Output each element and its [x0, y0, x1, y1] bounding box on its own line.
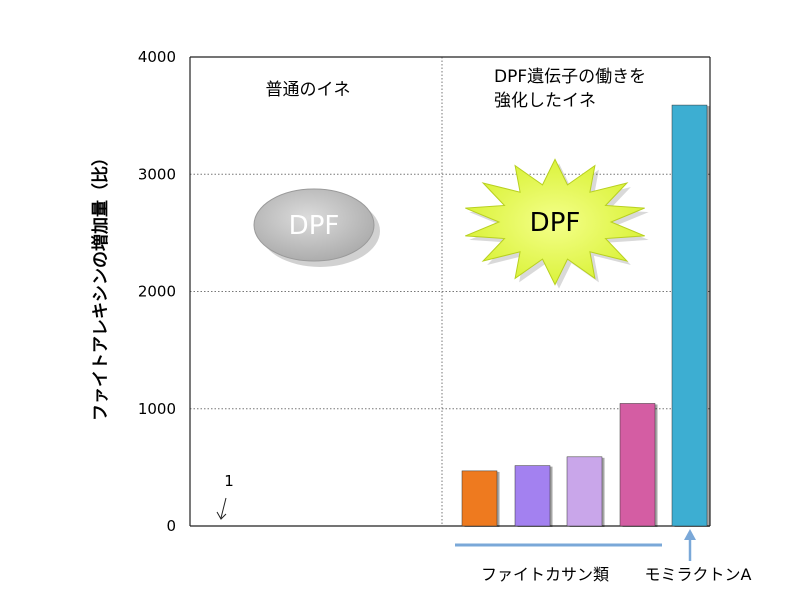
panel-label-enhanced-1: 強化したイネ [494, 91, 596, 111]
y-axis-label: ファイトアレキシンの増加量（比） [90, 149, 111, 421]
badge-enhanced-text: DPF [530, 208, 581, 238]
bar-1 [514, 465, 551, 527]
annotation-layer: 1 ファイトカサン類 モミラクトンA [216, 472, 752, 584]
axis-layer: ファイトアレキシンの増加量（比） 0 1000 2000 3000 4000 [90, 48, 711, 535]
annotation-label: 1 [224, 472, 234, 490]
bar-4 [671, 104, 708, 527]
y-tick-label-3000: 3000 [138, 165, 176, 183]
y-tick-label-0: 0 [166, 517, 176, 535]
panel-label-enhanced-0: DPF遺伝子の働きを [494, 67, 646, 87]
bar-0 [461, 470, 498, 527]
badge-enhanced-burst [465, 158, 645, 286]
y-tick-label-1000: 1000 [138, 400, 176, 418]
bar-layer [461, 104, 710, 527]
group-arrow-head [684, 529, 696, 540]
badge-normal-text: DPF [289, 211, 340, 241]
badge-normal-ellipse [253, 188, 375, 262]
annotation-arrow [220, 497, 227, 519]
y-tick-label-2000: 2000 [138, 283, 176, 301]
y-tick-label-4000: 4000 [138, 48, 176, 66]
annotation-arrow-head [216, 511, 227, 520]
group-label-1: モミラクトンA [645, 565, 752, 584]
bar-3 [619, 403, 656, 527]
bar-2 [566, 456, 603, 527]
panel-label-normal-0: 普通のイネ [266, 80, 351, 100]
group-label-0: ファイトカサン類 [481, 565, 609, 584]
